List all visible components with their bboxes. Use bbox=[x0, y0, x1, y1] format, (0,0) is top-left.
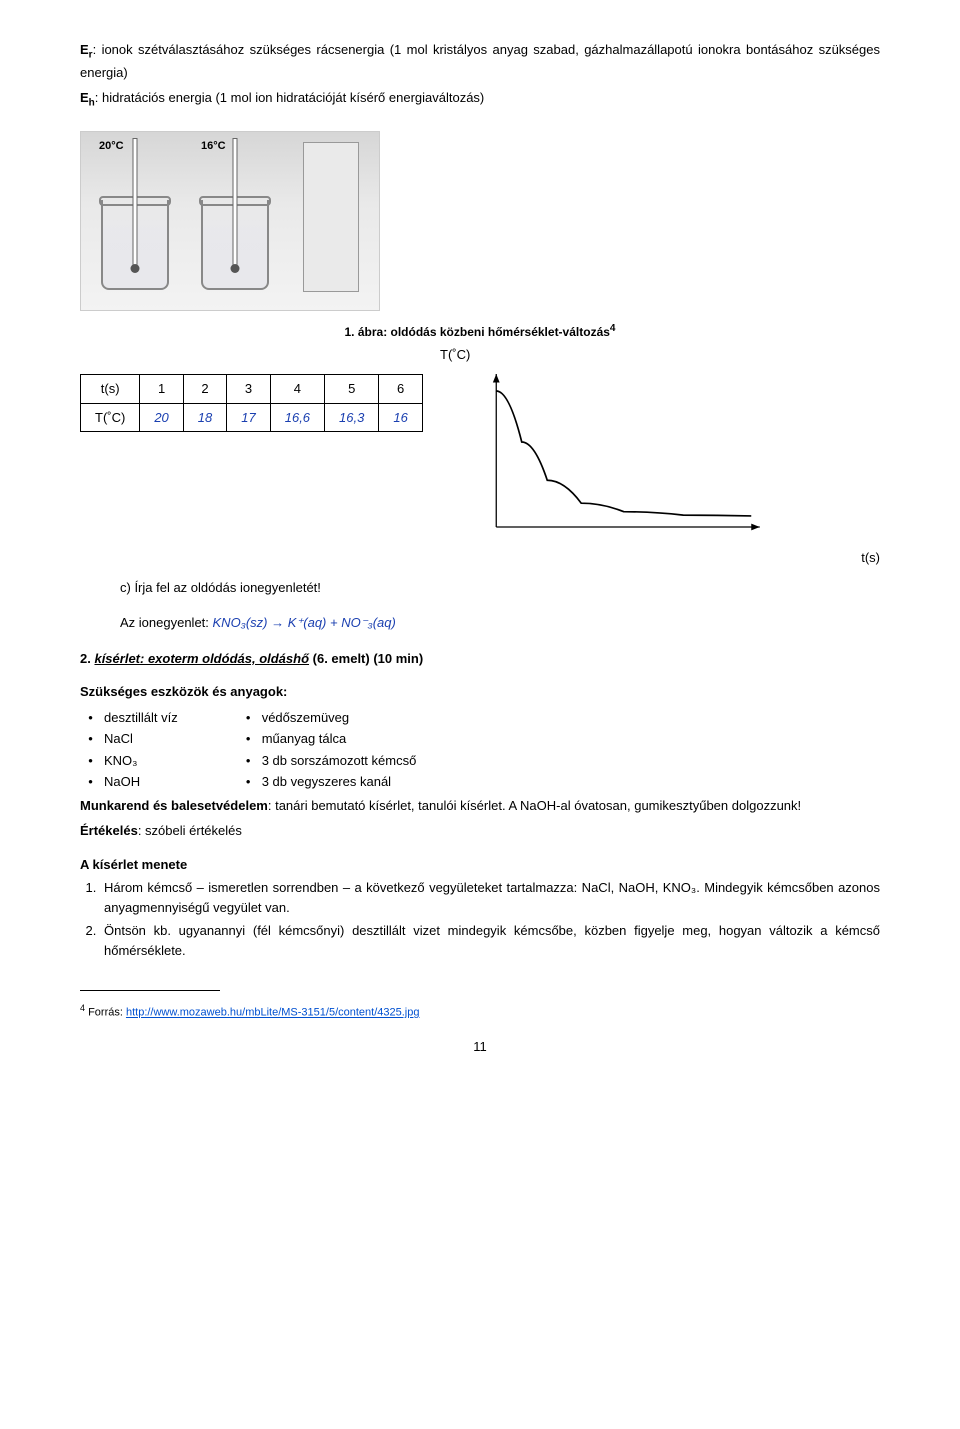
table-cell: 2 bbox=[183, 375, 226, 404]
thermometer-1 bbox=[133, 138, 138, 268]
caption-text: 1. ábra: oldódás közbeni hőmérséklet-vál… bbox=[345, 325, 610, 339]
er-symbol: E bbox=[80, 42, 89, 57]
page-number: 11 bbox=[80, 1037, 880, 1057]
materials-left: desztillált víz NaCl KNO₃ NaOH bbox=[100, 708, 178, 794]
eh-text: : hidratációs energia (1 mol ion hidratá… bbox=[95, 90, 484, 105]
list-item: NaCl bbox=[100, 729, 178, 749]
footnote: 4 Forrás: http://www.mozaweb.hu/mbLite/M… bbox=[80, 1002, 880, 1021]
list-item: 3 db sorszámozott kémcső bbox=[258, 751, 417, 771]
figure-caption: 1. ábra: oldódás közbeni hőmérséklet-vál… bbox=[80, 321, 880, 341]
table-cell: 18 bbox=[183, 403, 226, 432]
x-axis-arrow bbox=[751, 524, 760, 531]
cooling-curve-chart bbox=[463, 374, 793, 544]
list-item: NaOH bbox=[100, 772, 178, 792]
table-row: T(˚C) 20 18 17 16,6 16,3 16 bbox=[81, 403, 423, 432]
eq-body: KNO₃(sz) → K⁺(aq) + NO⁻₃(aq) bbox=[213, 615, 396, 630]
step-item: Öntsön kb. ugyanannyi (fél kémcsőnyi) de… bbox=[100, 921, 880, 960]
beaker-2 bbox=[201, 200, 269, 290]
ion-equation: Az ionegyenlet: KNO₃(sz) → K⁺(aq) + NO⁻₃… bbox=[120, 613, 880, 633]
row-header: t(s) bbox=[81, 375, 140, 404]
question-c: c) Írja fel az oldódás ionegyenletét! bbox=[120, 578, 880, 598]
thermometer-2 bbox=[233, 138, 238, 268]
procedure-title: A kísérlet menete bbox=[80, 855, 880, 875]
materials-columns: desztillált víz NaCl KNO₃ NaOH védőszemü… bbox=[80, 706, 880, 796]
table-cell: 5 bbox=[325, 375, 379, 404]
caption-sup: 4 bbox=[610, 323, 616, 334]
table-cell: 6 bbox=[379, 375, 422, 404]
y-axis-arrow bbox=[493, 374, 500, 383]
eq-prefix: Az ionegyenlet: bbox=[120, 615, 213, 630]
beaker-1 bbox=[101, 200, 169, 290]
table-cell: 17 bbox=[227, 403, 270, 432]
list-item: 3 db vegyszeres kanál bbox=[258, 772, 417, 792]
table-cell: 3 bbox=[227, 375, 270, 404]
thermometer-closeup bbox=[303, 142, 359, 292]
work-order: Munkarend és balesetvédelem: tanári bemu… bbox=[80, 796, 880, 816]
evaluation: Értékelés: szóbeli értékelés bbox=[80, 821, 880, 841]
table-cell: 1 bbox=[140, 375, 183, 404]
data-table: t(s) 1 2 3 4 5 6 T(˚C) 20 18 17 16,6 16,… bbox=[80, 374, 423, 432]
procedure-steps: Három kémcső – ismeretlen sorrendben – a… bbox=[100, 878, 880, 960]
workorder-text: : tanári bemutató kísérlet, tanulói kísé… bbox=[268, 798, 801, 813]
list-item: védőszemüveg bbox=[258, 708, 417, 728]
photo-label-16: 16°C bbox=[201, 138, 226, 155]
exp2-name: kísérlet: exoterm oldódás, oldáshő bbox=[94, 651, 309, 666]
table-cell: 16,6 bbox=[270, 403, 324, 432]
table-cell: 16,3 bbox=[325, 403, 379, 432]
list-item: desztillált víz bbox=[100, 708, 178, 728]
experiment-photo: 20°C 16°C bbox=[80, 131, 380, 311]
table-cell: 4 bbox=[270, 375, 324, 404]
exp2-tail: (6. emelt) (10 min) bbox=[309, 651, 423, 666]
footnote-prefix: Forrás: bbox=[85, 1007, 126, 1019]
table-cell: 16 bbox=[379, 403, 422, 432]
eval-text: : szóbeli értékelés bbox=[138, 823, 242, 838]
eval-label: Értékelés bbox=[80, 823, 138, 838]
definition-er: Er: ionok szétválasztásához szükséges rá… bbox=[80, 40, 880, 82]
materials-right: védőszemüveg műanyag tálca 3 db sorszámo… bbox=[258, 708, 417, 794]
figure-row: 20°C 16°C bbox=[80, 131, 880, 311]
table-cell: 20 bbox=[140, 403, 183, 432]
footnote-link[interactable]: http://www.mozaweb.hu/mbLite/MS-3151/5/c… bbox=[126, 1007, 420, 1019]
x-axis-label: t(s) bbox=[80, 548, 880, 568]
chart-row: t(s) 1 2 3 4 5 6 T(˚C) 20 18 17 16,6 16,… bbox=[80, 374, 880, 544]
footnote-rule bbox=[80, 990, 220, 991]
materials-title: Szükséges eszközök és anyagok: bbox=[80, 682, 880, 702]
exp2-num: 2. bbox=[80, 651, 94, 666]
photo-label-20: 20°C bbox=[99, 138, 124, 155]
experiment-2-title: 2. kísérlet: exoterm oldódás, oldáshő (6… bbox=[80, 649, 880, 669]
table-row: t(s) 1 2 3 4 5 6 bbox=[81, 375, 423, 404]
list-item: műanyag tálca bbox=[258, 729, 417, 749]
row-header: T(˚C) bbox=[81, 403, 140, 432]
curve-line bbox=[496, 391, 751, 516]
y-axis-label: T(˚C) bbox=[440, 345, 880, 365]
workorder-label: Munkarend és balesetvédelem bbox=[80, 798, 268, 813]
definition-eh: Eh: hidratációs energia (1 mol ion hidra… bbox=[80, 88, 880, 111]
er-text: : ionok szétválasztásához szükséges rács… bbox=[80, 42, 880, 80]
list-item: KNO₃ bbox=[100, 751, 178, 771]
step-item: Három kémcső – ismeretlen sorrendben – a… bbox=[100, 878, 880, 917]
eh-symbol: E bbox=[80, 90, 89, 105]
